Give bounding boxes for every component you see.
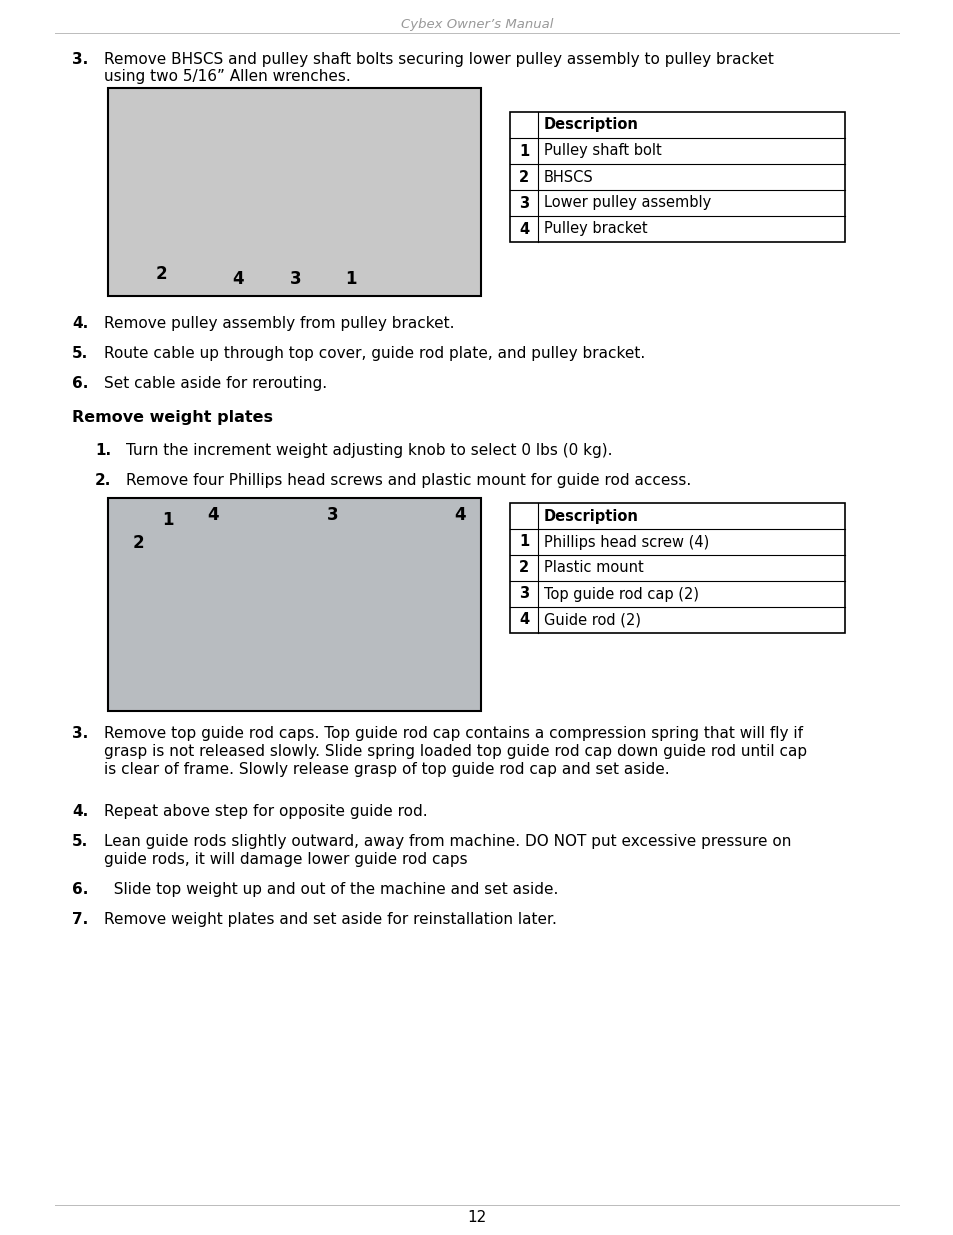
Text: 4: 4 (518, 221, 529, 236)
Text: Guide rod (2): Guide rod (2) (543, 613, 640, 627)
Bar (510, 112, 844, 242)
Text: 2: 2 (518, 561, 529, 576)
Text: 4: 4 (232, 270, 244, 288)
Text: Repeat above step for opposite guide rod.: Repeat above step for opposite guide rod… (104, 804, 427, 819)
Text: 2.: 2. (95, 473, 112, 488)
Text: 5.: 5. (71, 834, 89, 848)
Text: using two 5/16” Allen wrenches.: using two 5/16” Allen wrenches. (104, 69, 351, 84)
Text: 4.: 4. (71, 316, 89, 331)
Text: Remove BHSCS and pulley shaft bolts securing lower pulley assembly to pulley bra: Remove BHSCS and pulley shaft bolts secu… (104, 52, 773, 67)
Text: Pulley bracket: Pulley bracket (543, 221, 647, 236)
Text: is clear of frame. Slowly release grasp of top guide rod cap and set aside.: is clear of frame. Slowly release grasp … (104, 762, 669, 777)
Text: 4: 4 (207, 506, 218, 524)
Text: Description: Description (543, 509, 639, 524)
Text: Top guide rod cap (2): Top guide rod cap (2) (543, 587, 699, 601)
Bar (108, 498, 480, 711)
Text: Remove weight plates: Remove weight plates (71, 410, 273, 425)
Text: guide rods, it will damage lower guide rod caps: guide rods, it will damage lower guide r… (104, 852, 467, 867)
Bar (108, 88, 480, 296)
Text: 1: 1 (162, 511, 173, 529)
Text: Description: Description (543, 117, 639, 132)
Text: Remove weight plates and set aside for reinstallation later.: Remove weight plates and set aside for r… (104, 911, 557, 927)
Text: 5.: 5. (71, 346, 89, 361)
Text: Remove four Phillips head screws and plastic mount for guide rod access.: Remove four Phillips head screws and pla… (126, 473, 691, 488)
Text: Phillips head screw (4): Phillips head screw (4) (543, 535, 708, 550)
Text: Turn the increment weight adjusting knob to select 0 lbs (0 kg).: Turn the increment weight adjusting knob… (126, 443, 612, 458)
Text: Pulley shaft bolt: Pulley shaft bolt (543, 143, 661, 158)
Text: 3: 3 (290, 270, 301, 288)
Text: 1.: 1. (95, 443, 111, 458)
Text: Slide top weight up and out of the machine and set aside.: Slide top weight up and out of the machi… (104, 882, 558, 897)
Text: 12: 12 (467, 1210, 486, 1225)
Text: BHSCS: BHSCS (543, 169, 593, 184)
Text: Remove top guide rod caps. Top guide rod cap contains a compression spring that : Remove top guide rod caps. Top guide rod… (104, 726, 802, 741)
Text: Set cable aside for rerouting.: Set cable aside for rerouting. (104, 375, 327, 391)
Text: 2: 2 (155, 266, 167, 283)
Bar (510, 503, 844, 634)
Text: 7.: 7. (71, 911, 89, 927)
Text: Route cable up through top cover, guide rod plate, and pulley bracket.: Route cable up through top cover, guide … (104, 346, 644, 361)
Text: Lean guide rods slightly outward, away from machine. DO NOT put excessive pressu: Lean guide rods slightly outward, away f… (104, 834, 791, 848)
Text: 3: 3 (327, 506, 338, 524)
Text: 3: 3 (518, 587, 529, 601)
Text: 3.: 3. (71, 726, 89, 741)
Text: Plastic mount: Plastic mount (543, 561, 643, 576)
Text: 1: 1 (518, 143, 529, 158)
Text: Lower pulley assembly: Lower pulley assembly (543, 195, 711, 210)
Text: 6.: 6. (71, 882, 89, 897)
Text: 3: 3 (518, 195, 529, 210)
Text: 4: 4 (454, 506, 465, 524)
Text: 3.: 3. (71, 52, 89, 67)
Text: 2: 2 (132, 534, 144, 552)
Text: grasp is not released slowly. Slide spring loaded top guide rod cap down guide r: grasp is not released slowly. Slide spri… (104, 743, 806, 760)
Text: 6.: 6. (71, 375, 89, 391)
Text: Cybex Owner’s Manual: Cybex Owner’s Manual (400, 19, 553, 31)
Text: 1: 1 (518, 535, 529, 550)
Text: 2: 2 (518, 169, 529, 184)
Text: Remove pulley assembly from pulley bracket.: Remove pulley assembly from pulley brack… (104, 316, 454, 331)
Text: 4: 4 (518, 613, 529, 627)
Text: 4.: 4. (71, 804, 89, 819)
Text: 1: 1 (345, 270, 356, 288)
